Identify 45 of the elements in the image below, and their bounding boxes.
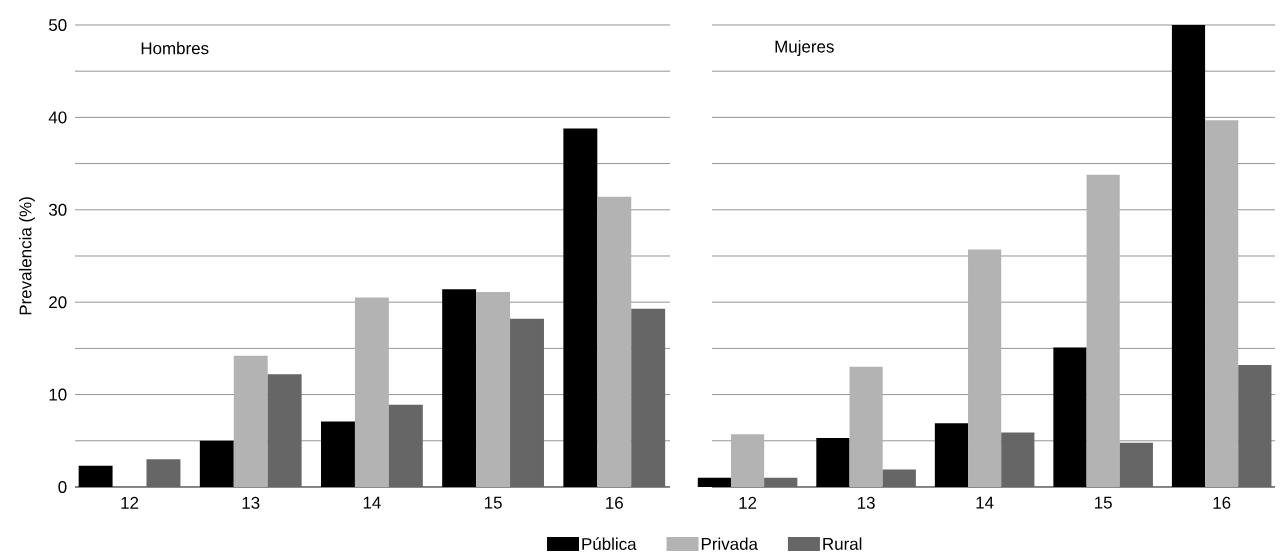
x-tick-label: 12 — [739, 496, 757, 509]
text: Mujeres — [775, 40, 834, 56]
x-tick-label: 16 — [606, 496, 623, 509]
legend-label: Privada — [701, 537, 758, 550]
x-tick-label: 12 — [121, 496, 139, 509]
bar — [78, 465, 113, 487]
bar — [321, 421, 355, 487]
x-tick-label: 14 — [363, 496, 381, 509]
bar — [882, 469, 916, 487]
y-tick-label: 10 — [49, 388, 67, 401]
y-tick-label: 0 — [58, 480, 67, 493]
y-tick-label: 30 — [48, 203, 67, 216]
bar — [849, 366, 883, 487]
bar — [563, 128, 598, 487]
y-tick-label: 20 — [49, 296, 67, 309]
bar — [476, 292, 511, 487]
bar — [233, 355, 268, 487]
bar — [697, 477, 731, 487]
x-tick-label: 15 — [1095, 496, 1112, 509]
bar — [146, 459, 181, 487]
legend-label: Pública — [582, 537, 637, 551]
bar — [1205, 120, 1239, 487]
bar — [442, 289, 477, 487]
x-tick-label: 13 — [242, 496, 260, 509]
bar — [1171, 24, 1206, 487]
bar — [764, 477, 798, 487]
bar — [1119, 442, 1153, 487]
y-tick-label: 50 — [49, 18, 67, 31]
bar — [597, 196, 632, 487]
bar — [934, 423, 969, 487]
x-tick-label: 16 — [1213, 496, 1231, 509]
y-tick-label: 40 — [48, 111, 67, 124]
legend-label: Rural — [823, 537, 862, 550]
x-tick-label: 15 — [484, 496, 502, 509]
text: Hombres — [141, 41, 209, 55]
bar — [730, 434, 765, 487]
bar — [816, 438, 850, 487]
bar — [1053, 347, 1087, 487]
bar — [968, 249, 1002, 487]
x-tick-label: 14 — [976, 496, 994, 509]
y-axis-title: Prevalencia (%) — [19, 197, 35, 315]
x-tick-label: 13 — [857, 496, 875, 509]
bar — [1086, 174, 1120, 487]
bar — [199, 440, 234, 487]
bar — [354, 297, 389, 487]
